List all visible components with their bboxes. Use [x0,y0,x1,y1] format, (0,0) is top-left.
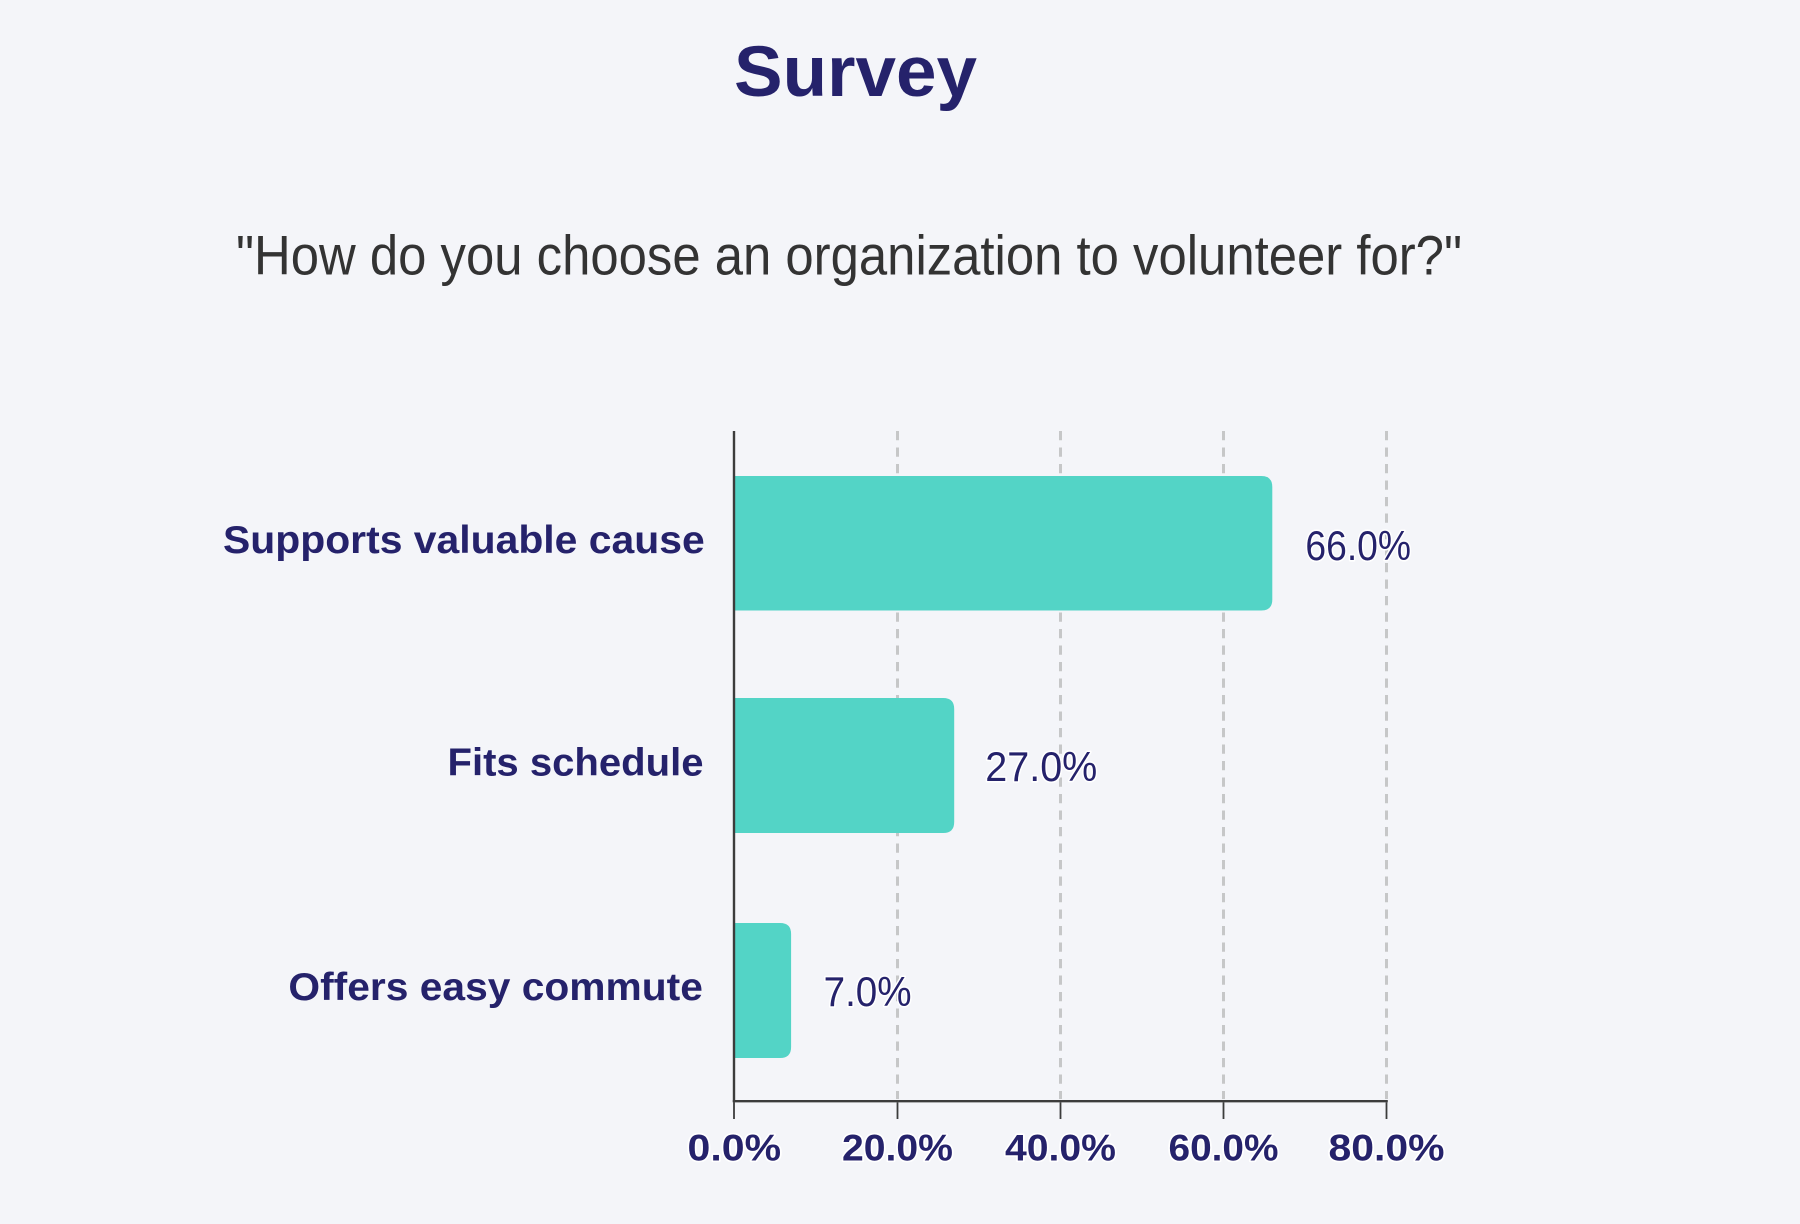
svg-text:40.0%: 40.0% [1005,1128,1116,1169]
svg-text:Fits schedule: Fits schedule [448,742,704,785]
svg-text:66.0%: 66.0% [1305,522,1411,569]
svg-text:Offers easy commute: Offers easy commute [288,966,703,1009]
svg-text:27.0%: 27.0% [985,743,1097,790]
svg-text:7.0%: 7.0% [824,968,912,1015]
svg-text:"How do you choose an organiza: "How do you choose an organization to vo… [236,225,1462,287]
svg-text:80.0%: 80.0% [1329,1128,1445,1169]
svg-text:Survey: Survey [734,33,978,112]
svg-text:60.0%: 60.0% [1169,1128,1279,1169]
svg-text:Supports valuable cause: Supports valuable cause [223,519,705,562]
svg-text:0.0%: 0.0% [688,1128,782,1169]
svg-text:20.0%: 20.0% [842,1128,953,1169]
